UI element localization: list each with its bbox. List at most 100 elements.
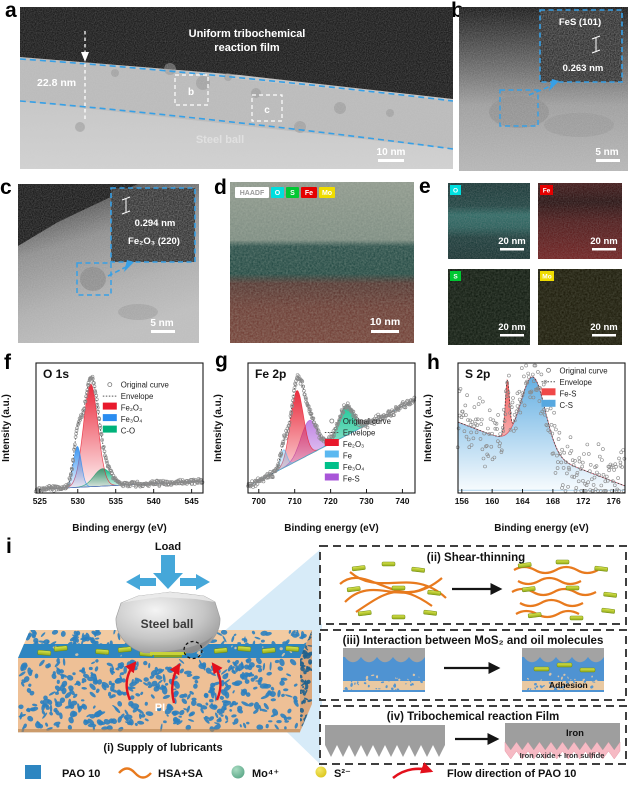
svg-text:Envelope: Envelope bbox=[560, 378, 593, 387]
load-label: Load bbox=[155, 541, 181, 553]
hrtem-inset-b: FeS (101) 0.263 nm bbox=[539, 9, 623, 83]
box-iv-title: (iv) Tribochemical reaction Film bbox=[387, 711, 560, 723]
box-iii-title: (iii) Interaction between MoS₂ and oil m… bbox=[343, 635, 604, 647]
pi-label: PI bbox=[155, 702, 165, 714]
svg-text:Fe: Fe bbox=[343, 452, 352, 461]
svg-text:Intensity (a.u.): Intensity (a.u.) bbox=[1, 394, 12, 462]
svg-text:Envelope: Envelope bbox=[121, 392, 154, 401]
panel-letter-g: g bbox=[215, 349, 228, 372]
inset-pointer-arrow-c bbox=[107, 260, 134, 277]
iron-bulk bbox=[505, 723, 620, 750]
scalebar-c: 5 nm bbox=[150, 318, 175, 333]
svg-text:160: 160 bbox=[485, 496, 499, 506]
svg-text:525: 525 bbox=[33, 496, 47, 506]
svg-text:Fe₂O₃: Fe₂O₃ bbox=[343, 440, 364, 449]
panel-letter-h: h bbox=[427, 351, 440, 374]
load-arrows bbox=[126, 555, 210, 590]
pao-label: PAO 10 bbox=[62, 768, 100, 780]
flow-label: Flow direction of PAO 10 bbox=[447, 768, 576, 780]
lattice-spacing-mark-b bbox=[591, 35, 601, 54]
svg-text:C-S: C-S bbox=[560, 401, 573, 410]
svg-text:540: 540 bbox=[147, 496, 161, 506]
svg-text:535: 535 bbox=[109, 496, 123, 506]
eds-chip-row: HAADF O S Fe Mo bbox=[235, 187, 335, 198]
svg-text:Original curve: Original curve bbox=[560, 366, 608, 375]
svg-text:720: 720 bbox=[324, 496, 338, 506]
svg-text:Envelope: Envelope bbox=[343, 429, 376, 438]
map-fe: Fe 20 nm bbox=[538, 183, 622, 259]
eds-overlay-panel-d: HAADF O S Fe Mo 10 nm bbox=[230, 182, 414, 343]
roi-box-b: b bbox=[174, 74, 209, 106]
svg-text:700: 700 bbox=[252, 496, 266, 506]
box-shear-thinning: (ii) Shear-thinning bbox=[319, 545, 627, 625]
svg-text:Fe 2p: Fe 2p bbox=[255, 367, 286, 381]
box-mos2-interaction: (iii) Interaction between MoS₂ and oil m… bbox=[319, 629, 627, 701]
scalebar-a: 10 nm bbox=[377, 147, 406, 162]
svg-text:Intensity (a.u.): Intensity (a.u.) bbox=[213, 394, 224, 462]
figure-legend: PAO 10 HSA+SA Mo⁴⁺ S²⁻ Flow direction of… bbox=[25, 762, 576, 780]
transfer-film-layer bbox=[150, 652, 186, 655]
svg-text:20 nm: 20 nm bbox=[590, 322, 617, 333]
hsa-wave-icon bbox=[118, 767, 152, 779]
box-tribofilm: (iv) Tribochemical reaction Film Iron Ir… bbox=[319, 705, 627, 765]
oxide-sulfide-label: Iron oxide + Iron sulfide bbox=[520, 751, 605, 760]
svg-text:Binding energy (eV): Binding energy (eV) bbox=[494, 523, 588, 534]
xps-chart-s2p: 156 160 164 168 172 176 S 2p Binding energy (eV… bbox=[423, 362, 627, 534]
chip-mo: Mo bbox=[322, 190, 332, 197]
roi-dashed-box-b bbox=[499, 89, 539, 127]
chip-fe: Fe bbox=[305, 190, 313, 197]
contact-zone-dashed-circle bbox=[183, 640, 203, 660]
mo-label: Mo⁴⁺ bbox=[252, 768, 279, 780]
panel-letter-d: d bbox=[214, 176, 227, 199]
inset-spacing-label-b: 0.263 nm bbox=[563, 63, 604, 74]
svg-text:164: 164 bbox=[515, 496, 529, 506]
supply-caption: (i) Supply of lubricants bbox=[103, 742, 222, 754]
svg-text:168: 168 bbox=[546, 496, 560, 506]
svg-text:Fe-S: Fe-S bbox=[560, 389, 577, 398]
mini-before-adhesion bbox=[343, 648, 425, 692]
flow-arrows bbox=[125, 661, 223, 704]
film-bottom-boundary-dashed-line bbox=[20, 100, 453, 150]
svg-text:C-O: C-O bbox=[121, 427, 135, 436]
lattice-spacing-mark-c bbox=[121, 196, 131, 215]
svg-text:710: 710 bbox=[288, 496, 302, 506]
panel-letter-a: a bbox=[5, 0, 17, 22]
svg-text:156: 156 bbox=[455, 496, 469, 506]
svg-text:176: 176 bbox=[607, 496, 621, 506]
xps-chart-o1s: 525 530 535 540 545 O 1s Binding energy (eV) In… bbox=[1, 362, 205, 534]
svg-text:Fe: Fe bbox=[543, 188, 551, 195]
svg-text:730: 730 bbox=[359, 496, 373, 506]
inset-pointer-arrow-b bbox=[528, 79, 559, 96]
tangled-oil-molecules bbox=[339, 571, 447, 613]
svg-text:Original curve: Original curve bbox=[343, 417, 391, 426]
svg-text:b: b bbox=[188, 87, 194, 98]
s-ion-icon bbox=[315, 766, 327, 778]
ball-label: Steel ball bbox=[141, 617, 194, 631]
panel-letter-e: e bbox=[419, 175, 431, 198]
roi-box-c: c bbox=[251, 94, 283, 122]
svg-text:Mo: Mo bbox=[542, 274, 551, 281]
svg-text:20 nm: 20 nm bbox=[590, 236, 617, 247]
map-o: O 20 nm bbox=[448, 183, 530, 259]
xps-chart-fe2p: 700 710 720 730 740 Fe 2p Binding energy (eV) I… bbox=[213, 362, 417, 534]
inset-phase-label-c: Fe₂O₃ (220) bbox=[128, 236, 180, 247]
svg-text:20 nm: 20 nm bbox=[498, 236, 525, 247]
schematic-panel-i: PI Steel ball Load (i) Supply of lubrica… bbox=[18, 541, 627, 780]
tem-panel-c: 0.294 nm Fe₂O₃ (220) 5 nm bbox=[18, 184, 199, 343]
svg-text:Fe₂O₃: Fe₂O₃ bbox=[121, 404, 142, 413]
flow-arrow-icon bbox=[392, 762, 434, 780]
chip-s: S bbox=[290, 190, 295, 197]
chip-haadf: HAADF bbox=[240, 190, 265, 197]
svg-text:5 nm: 5 nm bbox=[150, 318, 173, 329]
scalebar-b: 5 nm bbox=[595, 147, 620, 162]
substrate-label: Steel ball bbox=[196, 134, 244, 146]
svg-text:10 nm: 10 nm bbox=[370, 316, 400, 328]
film-top-boundary-dashed-line bbox=[20, 58, 453, 102]
mini-after-adhesion: Adhesion bbox=[522, 648, 604, 692]
svg-text:Fe-S: Fe-S bbox=[343, 475, 360, 484]
eds-maps-panel-e: O 20 nm Fe 20 nm S 20 nm Mo 2 bbox=[448, 183, 622, 345]
inset-spacing-label-c: 0.294 nm bbox=[135, 218, 176, 229]
svg-text:Original curve: Original curve bbox=[121, 381, 169, 390]
pao-swatch bbox=[25, 765, 41, 779]
svg-text:5 nm: 5 nm bbox=[595, 147, 618, 158]
